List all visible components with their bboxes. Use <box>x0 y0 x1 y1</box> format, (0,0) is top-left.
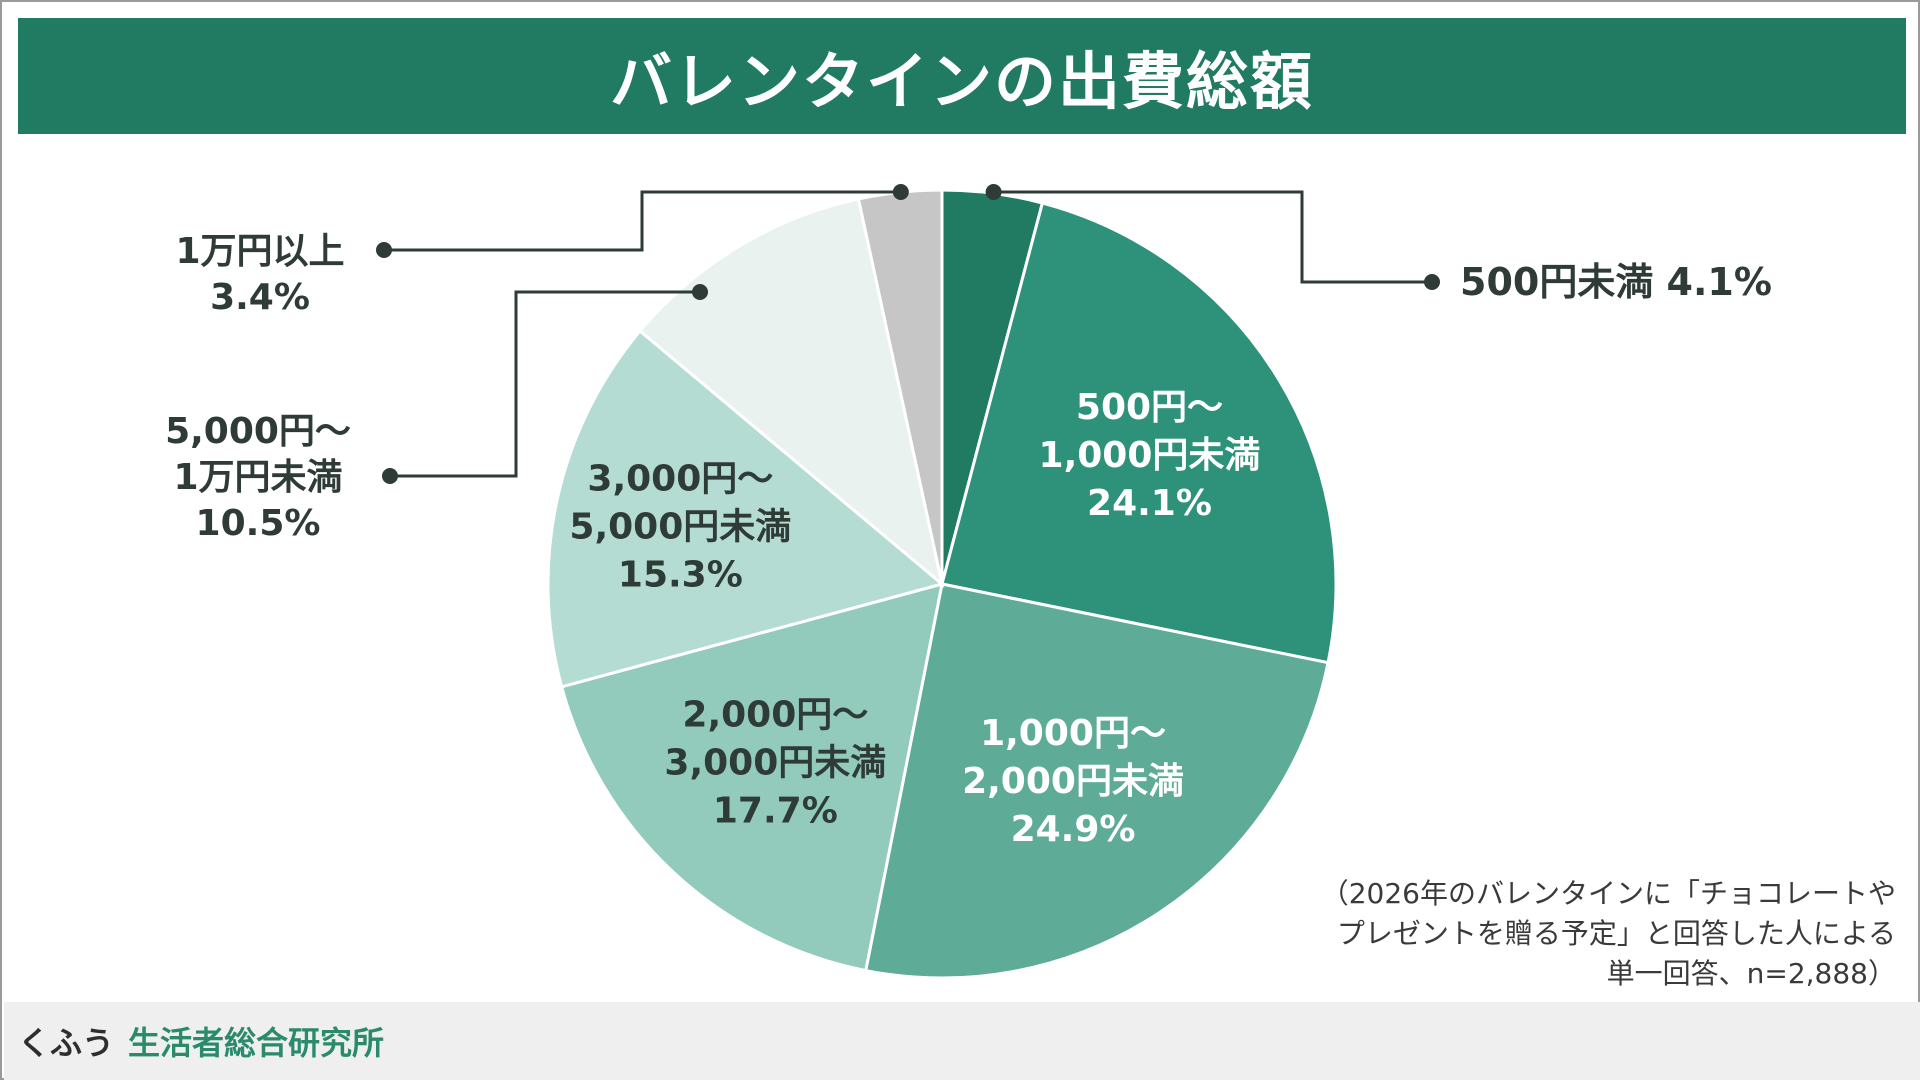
note-line: プレゼントを贈る予定」と回答した人による <box>1336 917 1896 950</box>
leader-dot <box>892 184 909 200</box>
leader-line <box>993 190 1432 284</box>
slice-label: 1万円以上 3.4% <box>175 231 344 318</box>
leader-dot <box>692 284 708 300</box>
slice-label: 500円未満 4.1% <box>1460 260 1772 304</box>
footer-bar: くふう 生活者総合研究所 <box>4 1002 1920 1080</box>
footer-org-name: 生活者総合研究所 <box>128 1024 385 1062</box>
title-banner: バレンタインの出費総額 <box>18 18 1906 134</box>
pie-slice <box>559 581 944 973</box>
pie-slice <box>637 197 945 588</box>
survey-note: （2026年のバレンタインに「チョコレートや プレゼントを贈る予定」と回答した人… <box>1321 874 1896 994</box>
footer-brand: くふう <box>18 1024 115 1062</box>
slice-labels: 500円〜 1,000円未満 24.1% 1,000円〜 2,000円未満 24.9% 2,… <box>165 231 1772 850</box>
leader-lines <box>376 184 1440 484</box>
leader-dot <box>376 242 392 258</box>
leader-dot <box>985 184 1002 200</box>
pie-slice <box>940 201 1338 665</box>
pie-chart-area: 500円〜 1,000円未満 24.1% 1,000円〜 2,000円未満 24.9% 2,… <box>2 2 1920 1002</box>
slice-label: 2,000円〜 3,000円未満 17.7% <box>664 695 886 832</box>
pie-slices <box>546 188 1338 980</box>
slice-label: 5,000円〜 1万円未満 10.5% <box>165 411 351 544</box>
pie-chart: 500円〜 1,000円未満 24.1% 1,000円〜 2,000円未満 24.9% 2,… <box>165 184 1772 980</box>
leader-line <box>390 290 700 478</box>
chart-title: バレンタインの出費総額 <box>609 45 1314 118</box>
note-line: （2026年のバレンタインに「チョコレートや <box>1320 877 1896 910</box>
slice-label: 500円〜 1,000円未満 24.1% <box>1039 387 1261 524</box>
pie-slice <box>863 582 1330 980</box>
note-line: 単一回答、n=2,888） <box>1606 957 1896 990</box>
leader-dot <box>382 468 398 484</box>
pie-slice <box>546 328 946 689</box>
slice-label: 1,000円〜 2,000円未満 24.9% <box>962 713 1184 850</box>
leader-dot <box>1424 274 1440 290</box>
slice-label: 3,000円〜 5,000円未満 15.3% <box>569 458 791 595</box>
leader-line <box>384 190 901 252</box>
